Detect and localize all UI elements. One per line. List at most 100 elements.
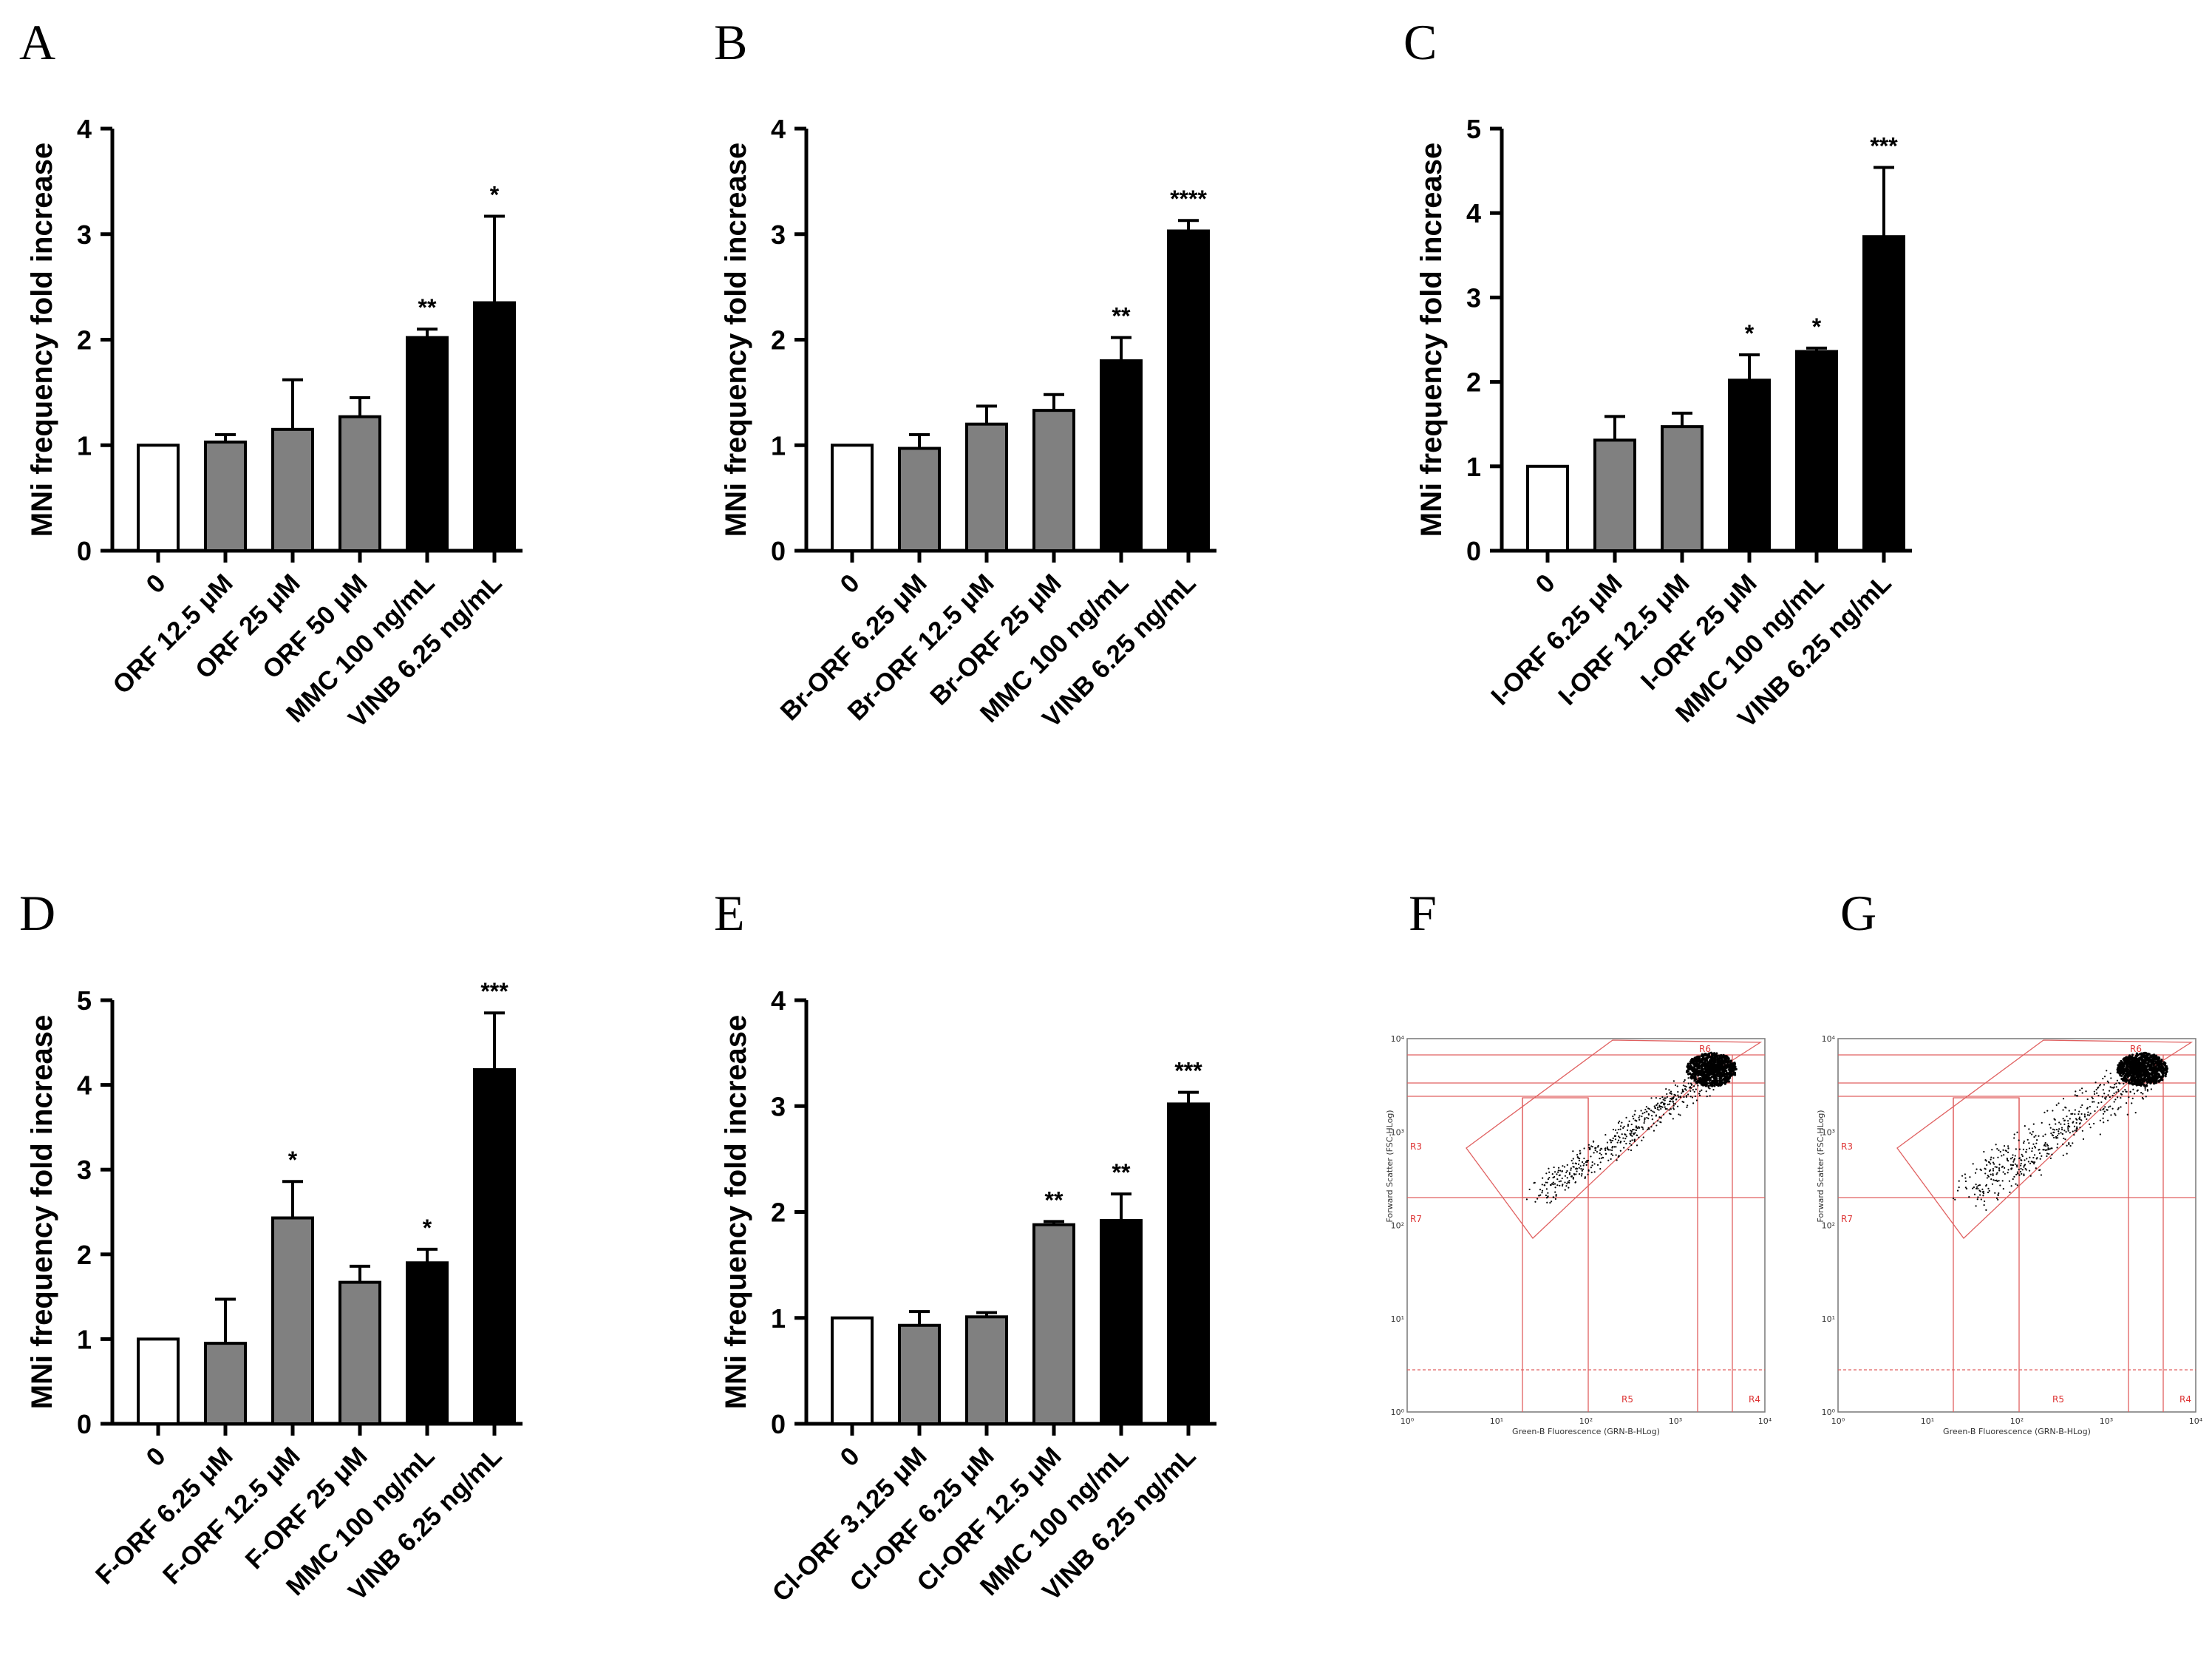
event-dot (2132, 1088, 2134, 1090)
event-dot (1579, 1158, 1581, 1160)
event-dot (2124, 1074, 2126, 1076)
event-dot (2103, 1076, 2106, 1078)
bar-1 (831, 1316, 874, 1425)
event-dot (2012, 1154, 2014, 1156)
event-dot (1990, 1156, 1992, 1158)
event-dot (2062, 1143, 2064, 1145)
y-tick-label: 4 (771, 985, 786, 1016)
event-dot (2134, 1076, 2137, 1079)
event-dot (1713, 1063, 1716, 1066)
event-dot (1704, 1060, 1706, 1063)
event-dot (1670, 1090, 1672, 1093)
panel-letter-e: E (714, 885, 745, 941)
event-dot (1546, 1181, 1548, 1184)
event-dot (1687, 1073, 1690, 1076)
event-dot (2023, 1164, 2026, 1167)
y-tick-label: 2 (77, 1240, 92, 1270)
event-dot (2024, 1159, 2026, 1161)
event-dot (2106, 1070, 2108, 1072)
event-dot (1706, 1096, 1708, 1098)
y-tick-label: 1 (1466, 452, 1481, 482)
event-dot (1590, 1155, 1592, 1158)
event-dot (2081, 1092, 2083, 1094)
event-dot (2149, 1081, 2153, 1084)
event-dot (1602, 1156, 1604, 1159)
event-dot (1713, 1072, 1715, 1075)
event-dot (1990, 1158, 1992, 1161)
event-dot (2012, 1164, 2015, 1167)
flow-y-tick-label: 10¹ (1822, 1314, 1835, 1324)
event-dot (1704, 1065, 1707, 1068)
event-dot (1952, 1198, 1955, 1200)
event-dot (2041, 1121, 2043, 1124)
event-dot (1616, 1141, 1619, 1144)
event-dot (1610, 1153, 1613, 1155)
event-dot (1615, 1146, 1617, 1148)
category-label: 0 (834, 1442, 865, 1472)
event-dot (1964, 1186, 1967, 1189)
event-dot (1687, 1062, 1689, 1065)
event-dot (1716, 1077, 1718, 1079)
event-dot (2032, 1123, 2035, 1125)
event-dot (2113, 1101, 2115, 1103)
event-dot (1644, 1108, 1647, 1111)
event-dot (1704, 1063, 1706, 1066)
event-dot (1690, 1077, 1693, 1080)
event-dot (1641, 1113, 1644, 1115)
event-dot (1549, 1201, 1551, 1204)
event-dot (1568, 1173, 1570, 1175)
event-dot (2143, 1076, 2146, 1079)
event-dot (1727, 1059, 1730, 1062)
event-dot (2007, 1147, 2009, 1150)
event-dot (2058, 1128, 2060, 1130)
event-dot (2031, 1147, 2034, 1150)
event-dot (1720, 1063, 1723, 1066)
gate-label-r5: R5 (2052, 1394, 2064, 1405)
event-dot (1631, 1135, 1633, 1137)
event-dot (2055, 1135, 2058, 1138)
event-dot (1683, 1081, 1685, 1083)
event-dot (1565, 1185, 1568, 1187)
event-dot (2140, 1062, 2143, 1065)
event-dot (2021, 1169, 2024, 1171)
event-dot (2028, 1147, 2031, 1150)
event-dot (1725, 1072, 1728, 1075)
bar-1 (1526, 464, 1569, 552)
event-dot (2080, 1087, 2083, 1090)
event-dot (1987, 1175, 1989, 1177)
event-dot (2120, 1093, 2122, 1095)
event-dot (2128, 1096, 2130, 1099)
flow-x-tick-label: 10⁴ (1758, 1416, 1772, 1426)
bar-2 (898, 447, 941, 552)
event-dot (1621, 1133, 1623, 1135)
event-dot (2094, 1082, 2097, 1084)
event-dot (2069, 1126, 2071, 1128)
event-dot (2139, 1081, 2142, 1084)
event-dot (2116, 1068, 2119, 1071)
bar-3 (965, 1315, 1008, 1425)
event-dot (1977, 1196, 1979, 1198)
event-dot (1704, 1078, 1706, 1081)
event-dot (1999, 1184, 2001, 1186)
event-dot (2069, 1144, 2072, 1147)
event-dot (1696, 1070, 1699, 1072)
event-dot (1638, 1136, 1640, 1138)
event-dot (2148, 1053, 2151, 1056)
event-dot (1641, 1127, 1644, 1129)
event-dot (2033, 1145, 2036, 1147)
event-dot (2043, 1111, 2046, 1113)
event-dot (1670, 1098, 1673, 1101)
event-dot (1572, 1178, 1574, 1180)
event-dot (1727, 1064, 1730, 1067)
event-dot (1725, 1064, 1728, 1067)
event-dot (1709, 1082, 1712, 1085)
event-dot (2062, 1098, 2065, 1100)
event-dot (1703, 1084, 1706, 1087)
event-dot (1984, 1200, 1986, 1203)
significance-label: ** (1112, 303, 1131, 330)
event-dot (1545, 1197, 1548, 1199)
event-dot (1695, 1063, 1698, 1066)
event-dot (1705, 1090, 1707, 1093)
event-dot (1996, 1147, 1998, 1150)
